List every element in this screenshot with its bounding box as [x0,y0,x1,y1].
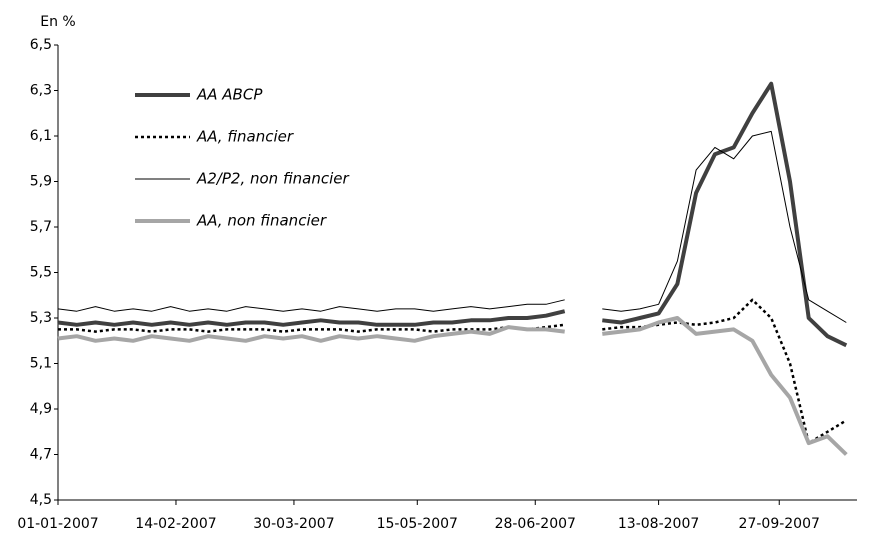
x-tick-label: 13-08-2007 [618,516,699,532]
y-tick-label: 6,1 [30,128,52,144]
x-tick-label: 15-05-2007 [377,516,458,532]
y-tick-label: 4,9 [30,401,52,417]
y-unit-label: En % [40,14,75,30]
y-tick-label: 4,7 [30,447,52,463]
x-tick-label: 28-06-2007 [495,516,576,532]
y-tick-label: 5,7 [30,219,52,235]
y-tick-label: 5,9 [30,174,52,190]
y-tick-label: 6,3 [30,83,52,99]
y-tick-label: 6,5 [30,37,52,53]
x-tick-label: 30-03-2007 [253,516,334,532]
legend-label: A2/P2, non financier [196,170,349,188]
x-tick-label: 14-02-2007 [135,516,216,532]
legend-label: AA, non financier [196,212,327,230]
legend-label: AA, financier [196,128,294,146]
x-tick-label: 01-01-2007 [17,516,98,532]
series-line [57,130,847,323]
y-tick-label: 5,5 [30,265,52,281]
y-tick-label: 4,5 [30,492,52,508]
series-line [57,81,848,348]
series-line [57,316,848,456]
y-tick-label: 5,3 [30,310,52,326]
legend-label: AA ABCP [196,86,263,104]
y-tick-label: 5,1 [30,356,52,372]
series-line [58,298,847,445]
x-tick-label: 27-09-2007 [739,516,820,532]
